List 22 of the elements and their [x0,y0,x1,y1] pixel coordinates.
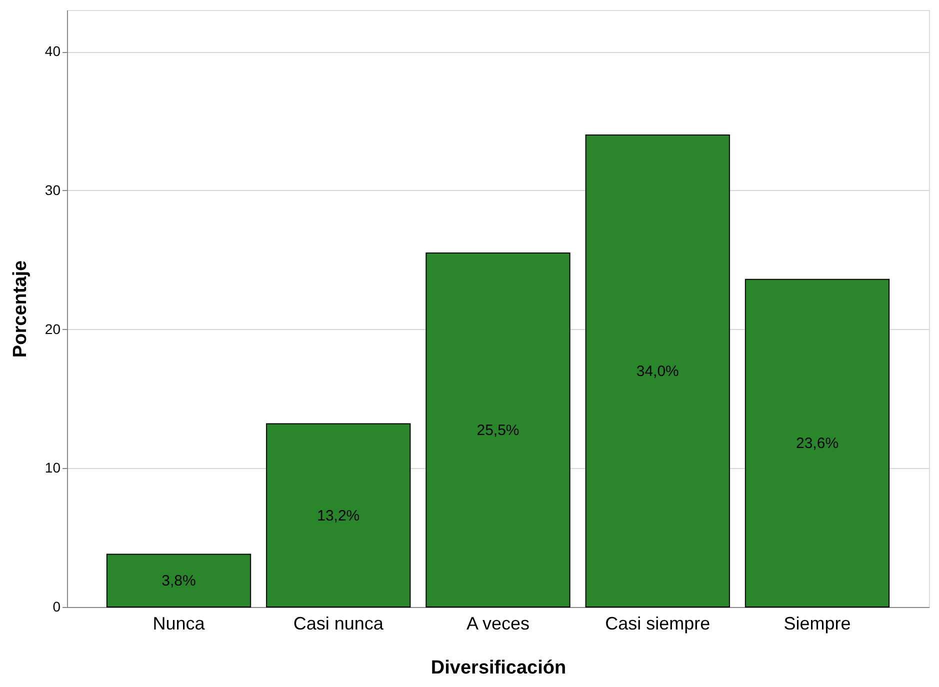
bar [744,278,890,608]
x-tick-label: Casi siempre [605,614,710,634]
x-tick-label: Casi nunca [293,614,384,634]
y-tick-label: 40 [44,43,61,60]
x-axis-title: Diversificación [430,658,566,678]
y-tick-label: 0 [52,598,61,614]
bar [585,134,730,608]
bar [266,423,411,608]
bar [426,252,570,608]
data-label: 34,0% [636,362,679,380]
data-label: 25,5% [476,422,520,439]
x-tick-label: A veces [466,614,530,634]
x-tick-label: Siempre [784,614,851,634]
data-label: 3,8% [162,572,196,590]
y-tick-label: 30 [44,182,61,198]
y-tick-label: 10 [44,460,61,476]
x-tick-label: Nunca [152,614,206,634]
y-axis-title: Porcentaje [10,260,31,358]
data-label: 23,6% [796,435,839,452]
bar [106,554,252,608]
data-label: 13,2% [317,507,360,524]
y-tick-label: 20 [44,320,61,337]
